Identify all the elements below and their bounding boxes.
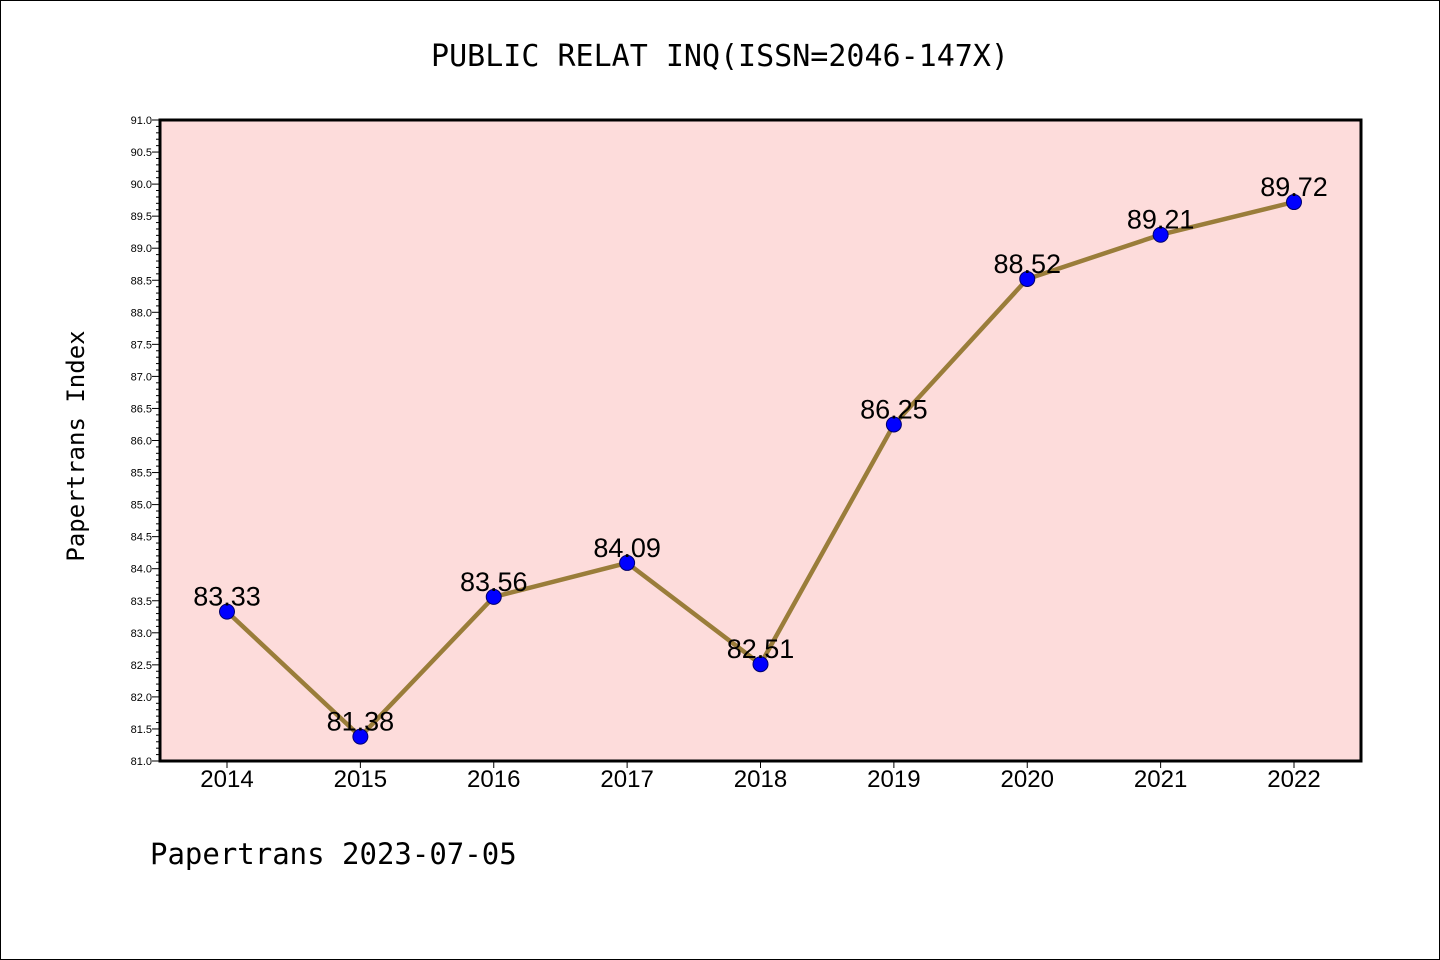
y-tick-label: 90.5	[131, 147, 152, 159]
y-tick-label: 83.5	[131, 596, 152, 608]
x-tick-label: 2022	[1267, 766, 1320, 793]
data-point	[1152, 226, 1169, 243]
y-tick-label: 91.0	[131, 115, 152, 127]
x-tick-label: 2018	[734, 766, 787, 793]
data-label: 89.72	[1260, 172, 1328, 202]
data-point	[219, 603, 235, 620]
data-point	[352, 728, 369, 745]
data-label: 83.56	[460, 567, 528, 597]
y-tick-label: 90.0	[131, 179, 152, 191]
data-point	[1286, 194, 1302, 211]
y-tick-label: 87.0	[131, 371, 152, 383]
data-point	[485, 588, 502, 605]
x-tick-label: 2015	[334, 766, 387, 793]
x-tick-label: 2021	[1134, 766, 1187, 793]
y-tick-label: 85.0	[131, 500, 152, 512]
data-point	[1019, 270, 1036, 287]
y-tick-label: 87.5	[131, 339, 152, 351]
y-tick-label: 81.0	[131, 756, 152, 768]
data-label: 86.25	[860, 394, 928, 424]
data-label: 81.38	[327, 707, 395, 737]
y-tick-label: 81.5	[131, 724, 152, 736]
y-tick-label: 82.5	[131, 660, 152, 672]
x-tick-label: 2020	[1001, 766, 1054, 793]
x-tick-label: 2017	[600, 766, 653, 793]
chart-title: PUBLIC RELAT INQ(ISSN=2046-147X)	[431, 39, 1009, 74]
y-tick-label: 86.5	[131, 403, 152, 415]
data-label: 84.09	[593, 533, 661, 563]
y-tick-label: 88.0	[131, 307, 152, 319]
y-tick-label: 83.0	[131, 628, 152, 640]
y-tick-label: 89.0	[131, 243, 152, 255]
y-tick-label: 85.5	[131, 468, 152, 480]
data-label: 83.33	[193, 582, 261, 612]
y-tick-label: 86.0	[131, 436, 152, 448]
data-label: 89.21	[1127, 205, 1195, 235]
y-tick-label: 89.5	[131, 211, 152, 223]
data-label: 88.52	[993, 249, 1061, 279]
x-tick-label: 2019	[867, 766, 920, 793]
plot-border	[158, 118, 1363, 763]
data-point	[619, 554, 636, 571]
plot-area: 81.0 81.5 82.0 82.5 83.0 83.5 84.0 84.5 85.0 85.5…	[131, 115, 1363, 793]
y-tick-label: 88.5	[131, 275, 152, 287]
data-point	[885, 416, 902, 433]
y-tick-label: 82.0	[131, 692, 152, 704]
x-tick-label: 2016	[467, 766, 520, 793]
x-tick-label: 2014	[200, 766, 253, 793]
y-tick-label: 84.5	[131, 532, 152, 544]
y-tick-label: 84.0	[131, 564, 152, 576]
data-point	[752, 656, 769, 673]
y-axis-label: Papertrans Index	[62, 330, 90, 561]
data-label: 82.51	[727, 634, 795, 664]
footer-text: Papertrans 2023-07-05	[150, 837, 517, 871]
